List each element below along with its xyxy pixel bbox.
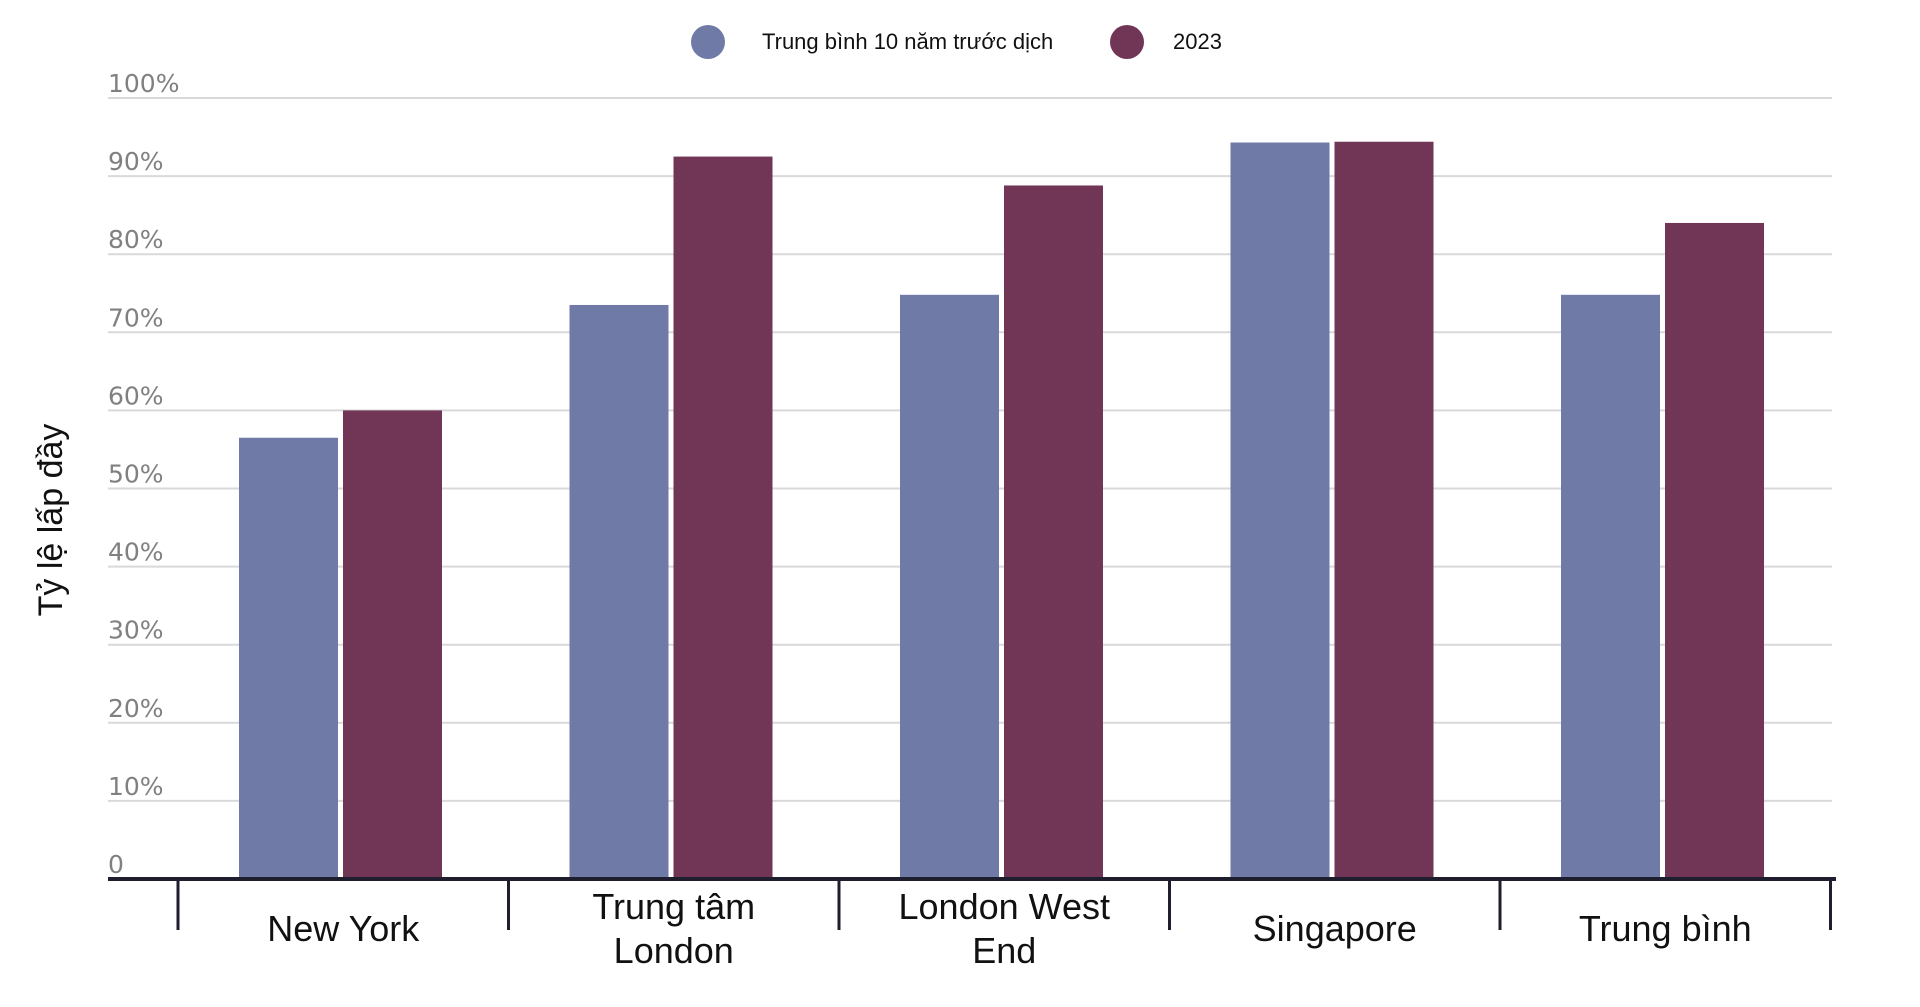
legend-swatch — [1110, 25, 1144, 59]
y-tick-label: 70% — [108, 303, 164, 332]
x-axis-labels: New York Trung tâm London London West End Sin… — [267, 886, 1751, 971]
x-axis — [108, 877, 1836, 930]
bar-2023 — [343, 410, 442, 879]
y-axis-ticks: 0 10% 20% 30% 40% 50% 60% 70% 80% 90% 100% — [108, 69, 179, 879]
y-tick-label: 0 — [108, 850, 124, 879]
legend: Trung bình 10 năm trước dịch 2023 — [691, 25, 1222, 59]
y-tick-label: 80% — [108, 225, 164, 254]
bar-2023 — [1665, 222, 1764, 879]
x-category-label: London West End — [899, 886, 1110, 971]
y-tick-label: 10% — [108, 772, 164, 801]
y-tick-label: 50% — [108, 460, 164, 489]
y-tick-label: 100% — [108, 69, 179, 98]
y-tick-label: 40% — [108, 538, 164, 567]
y-tick-label: 90% — [108, 147, 164, 176]
x-category-label: New York — [267, 908, 420, 949]
bar-pre-pandemic-avg — [569, 304, 669, 880]
bar-2023 — [1334, 141, 1434, 880]
legend-label: 2023 — [1173, 29, 1222, 54]
y-axis-label: Tỷ lệ lấp đầy — [32, 424, 70, 617]
legend-swatch — [691, 25, 725, 59]
y-tick-label: 60% — [108, 381, 164, 410]
bars — [239, 141, 1764, 880]
x-category-label: Trung bình — [1579, 908, 1752, 949]
bar-pre-pandemic-avg — [1230, 142, 1330, 880]
bar-2023 — [673, 156, 773, 879]
bar-pre-pandemic-avg — [239, 437, 338, 879]
bar-pre-pandemic-avg — [1561, 294, 1660, 879]
y-tick-label: 20% — [108, 694, 164, 723]
legend-label: Trung bình 10 năm trước dịch — [762, 29, 1053, 54]
y-tick-label: 30% — [108, 616, 164, 645]
bar-pre-pandemic-avg — [900, 294, 999, 879]
bar-2023 — [1004, 185, 1103, 880]
x-category-label: Trung tâm London — [592, 886, 755, 971]
x-category-label: Singapore — [1253, 908, 1417, 949]
